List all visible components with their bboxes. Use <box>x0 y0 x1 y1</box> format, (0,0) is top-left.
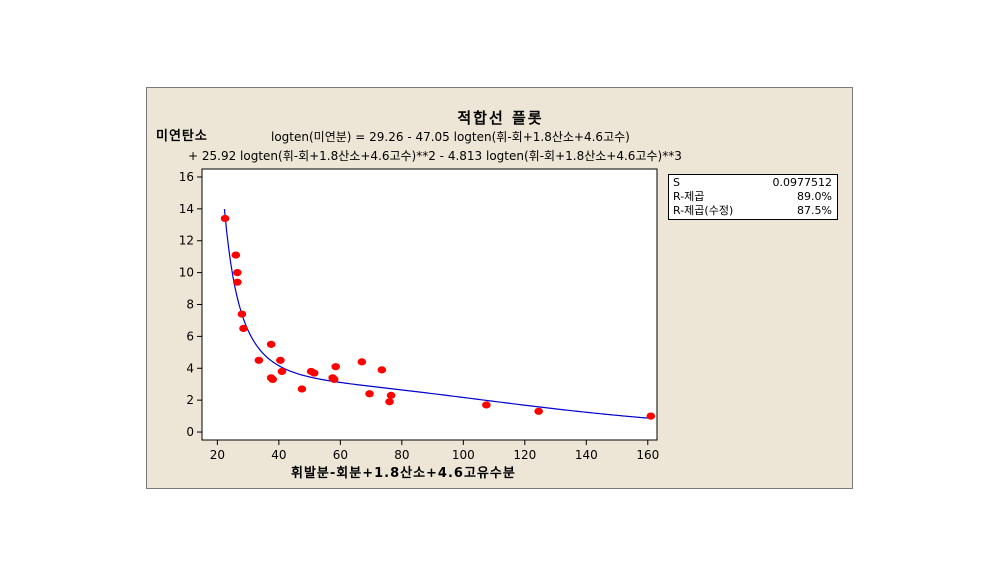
data-point <box>534 408 543 415</box>
data-point <box>365 390 374 397</box>
chart-frame: 20 40 60 80 100 120 140 160 0 2 4 6 8 10 12 14 16 적합선 플롯… <box>146 87 853 489</box>
data-point <box>378 366 387 373</box>
x-axis-label: 휘발분-회분+1.8산소+4.6고유수분 <box>291 462 516 481</box>
x-tick-label: 120 <box>513 448 536 462</box>
chart-title: 적합선 플롯 <box>147 107 854 128</box>
regression-equation-line-1: logten(미연분) = 29.26 - 47.05 logten(휘-회+1… <box>271 128 630 145</box>
stat-value: 0.0977512 <box>773 176 833 190</box>
data-point <box>310 369 319 376</box>
y-tick-label: 4 <box>186 361 194 375</box>
data-point <box>482 401 491 408</box>
data-point <box>238 310 247 317</box>
x-tick-label: 60 <box>333 448 348 462</box>
data-point <box>276 357 285 364</box>
x-tick-label: 20 <box>210 448 225 462</box>
x-tick-label: 80 <box>394 448 409 462</box>
y-tick-label: 10 <box>179 266 194 280</box>
data-point <box>255 357 264 364</box>
stat-row-r-squared-adjusted: R-제곱(수정) 87.5% <box>669 204 837 218</box>
x-tick-label: 160 <box>636 448 659 462</box>
data-point <box>232 251 241 258</box>
y-tick-label: 2 <box>186 393 194 407</box>
stat-value: 89.0% <box>797 190 832 204</box>
regression-equation-line-2: + 25.92 logten(휘-회+1.8산소+4.6고수)**2 - 4.8… <box>188 147 682 164</box>
x-tick-label: 40 <box>271 448 286 462</box>
y-tick-label: 6 <box>186 329 194 343</box>
stat-row-s: S 0.0977512 <box>669 176 837 190</box>
stat-value: 87.5% <box>797 204 832 218</box>
data-point <box>233 269 242 276</box>
data-point <box>330 376 339 383</box>
data-point <box>268 376 277 383</box>
data-point <box>267 341 276 348</box>
data-point <box>358 358 367 365</box>
stat-label: S <box>673 176 680 190</box>
data-point <box>385 398 394 405</box>
data-point <box>239 325 248 332</box>
data-point <box>278 368 287 375</box>
data-point <box>387 392 396 399</box>
data-point <box>221 215 230 222</box>
y-tick-label: 8 <box>186 298 194 312</box>
plot-area <box>202 169 657 440</box>
stat-label: R-제곱(수정) <box>673 204 733 218</box>
data-point <box>233 279 242 286</box>
y-tick-label: 16 <box>179 170 194 184</box>
stat-row-r-squared: R-제곱 89.0% <box>669 190 837 204</box>
data-point <box>298 385 307 392</box>
data-point <box>331 363 340 370</box>
y-tick-label: 14 <box>179 202 194 216</box>
y-tick-label: 12 <box>179 234 194 248</box>
y-axis-label: 미연탄소 <box>156 125 208 144</box>
x-tick-label: 140 <box>575 448 598 462</box>
data-point <box>647 412 656 419</box>
stat-label: R-제곱 <box>673 190 704 204</box>
statistics-box: S 0.0977512 R-제곱 89.0% R-제곱(수정) 87.5% <box>668 174 838 220</box>
x-tick-label: 100 <box>452 448 475 462</box>
y-tick-label: 0 <box>186 425 194 439</box>
